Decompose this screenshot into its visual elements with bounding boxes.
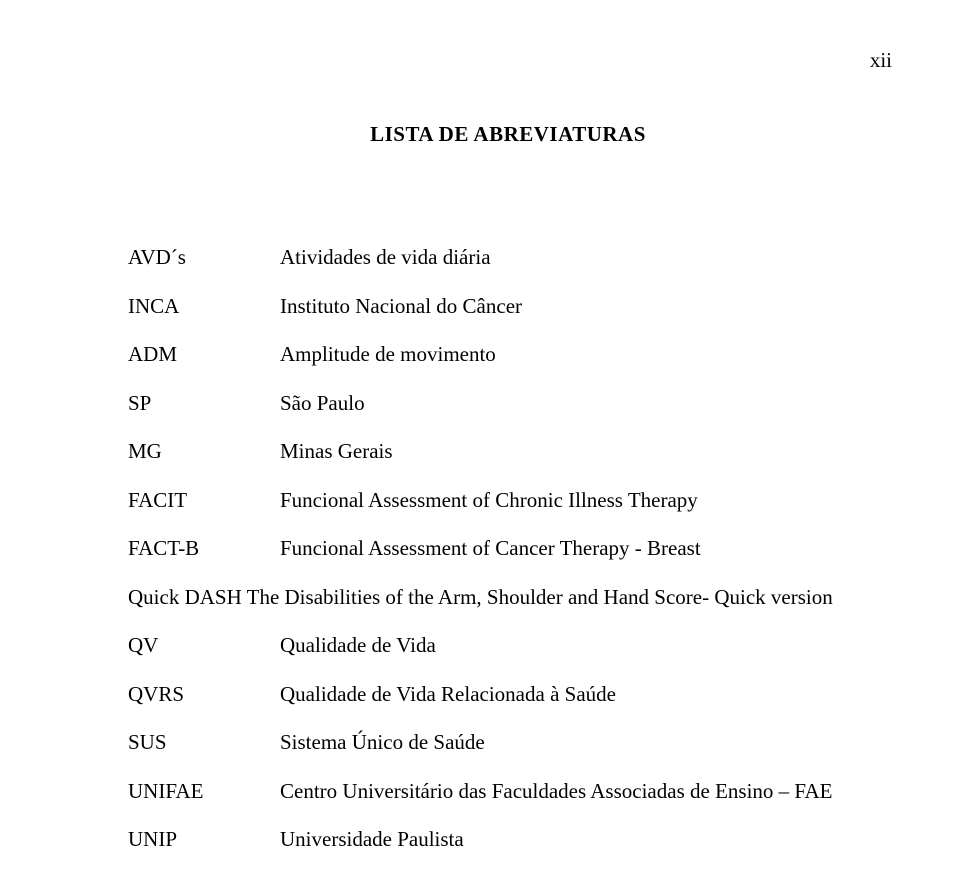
abbr-row: Quick DASH The Disabilities of the Arm, … [128, 585, 888, 610]
abbr-row: QVRSQualidade de Vida Relacionada à Saúd… [128, 682, 888, 707]
abbr-row: QVQualidade de Vida [128, 633, 888, 658]
abbr-term: INCA [128, 294, 280, 319]
page-title: LISTA DE ABREVIATURAS [128, 122, 888, 147]
abbr-expansion: Centro Universitário das Faculdades Asso… [280, 779, 888, 804]
abbr-expansion: Funcional Assessment of Cancer Therapy -… [280, 536, 888, 561]
abbr-expansion: Funcional Assessment of Chronic Illness … [280, 488, 888, 513]
abbr-row: UNIFAECentro Universitário das Faculdade… [128, 779, 888, 804]
abbreviations-list: AVD´sAtividades de vida diáriaINCAInstit… [128, 245, 888, 852]
abbr-term: QVRS [128, 682, 280, 707]
abbr-term: AVD´s [128, 245, 280, 270]
abbr-expansion: Qualidade de Vida [280, 633, 888, 658]
abbr-row: SUSSistema Único de Saúde [128, 730, 888, 755]
abbr-expansion: Universidade Paulista [280, 827, 888, 852]
abbr-term: FACIT [128, 488, 280, 513]
abbr-full-line: Quick DASH The Disabilities of the Arm, … [128, 585, 888, 610]
abbr-expansion: Amplitude de movimento [280, 342, 888, 367]
abbr-expansion: São Paulo [280, 391, 888, 416]
abbr-row: INCAInstituto Nacional do Câncer [128, 294, 888, 319]
abbr-term: UNIFAE [128, 779, 280, 804]
abbr-term: FACT-B [128, 536, 280, 561]
abbr-row: FACITFuncional Assessment of Chronic Ill… [128, 488, 888, 513]
abbr-term: SP [128, 391, 280, 416]
abbr-row: SPSão Paulo [128, 391, 888, 416]
abbr-term: ADM [128, 342, 280, 367]
abbr-term: UNIP [128, 827, 280, 852]
abbr-expansion: Sistema Único de Saúde [280, 730, 888, 755]
abbr-expansion: Atividades de vida diária [280, 245, 888, 270]
abbr-expansion: Qualidade de Vida Relacionada à Saúde [280, 682, 888, 707]
abbr-expansion: Minas Gerais [280, 439, 888, 464]
page-content: LISTA DE ABREVIATURAS AVD´sAtividades de… [128, 0, 888, 876]
abbr-term: MG [128, 439, 280, 464]
abbr-row: FACT-BFuncional Assessment of Cancer The… [128, 536, 888, 561]
abbr-row: UNIPUniversidade Paulista [128, 827, 888, 852]
abbr-row: ADMAmplitude de movimento [128, 342, 888, 367]
abbr-expansion: Instituto Nacional do Câncer [280, 294, 888, 319]
abbr-row: AVD´sAtividades de vida diária [128, 245, 888, 270]
abbr-term: QV [128, 633, 280, 658]
abbr-term: SUS [128, 730, 280, 755]
abbr-row: MGMinas Gerais [128, 439, 888, 464]
